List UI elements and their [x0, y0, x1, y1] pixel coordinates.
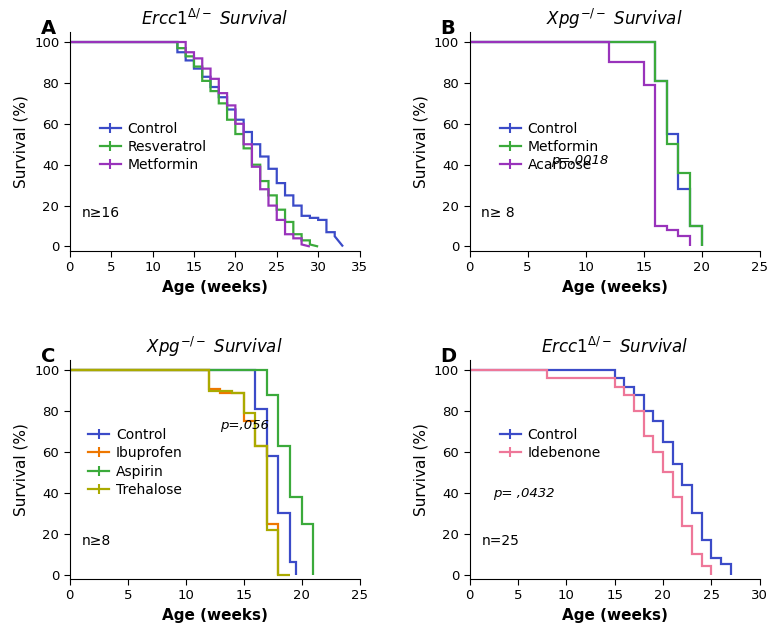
Legend: Control, Ibuprofen, Aspirin, Trehalose: Control, Ibuprofen, Aspirin, Trehalose	[88, 428, 183, 497]
Text: D: D	[441, 347, 456, 366]
Text: p=,0018: p=,0018	[551, 155, 608, 167]
Y-axis label: Survival (%): Survival (%)	[414, 423, 429, 516]
Legend: Control, Metformin, Acarbose: Control, Metformin, Acarbose	[500, 122, 599, 172]
Text: n=25: n=25	[481, 534, 519, 548]
Legend: Control, Resveratrol, Metformin: Control, Resveratrol, Metformin	[100, 122, 207, 172]
Text: n≥ 8: n≥ 8	[481, 206, 515, 220]
Y-axis label: Survival (%): Survival (%)	[13, 95, 29, 188]
Title: $\mathit{Ercc1}^{\Delta/-}$ Survival: $\mathit{Ercc1}^{\Delta/-}$ Survival	[541, 337, 688, 357]
Text: p=,056: p=,056	[220, 419, 270, 432]
X-axis label: Age (weeks): Age (weeks)	[562, 280, 667, 294]
Title: $\mathit{Ercc1}^{\Delta/-}$ Survival: $\mathit{Ercc1}^{\Delta/-}$ Survival	[141, 9, 288, 29]
Y-axis label: Survival (%): Survival (%)	[13, 423, 29, 516]
Text: B: B	[441, 18, 456, 38]
Text: A: A	[41, 18, 56, 38]
Text: C: C	[41, 347, 55, 366]
Title: $\mathit{Xpg}^{-/-}$ Survival: $\mathit{Xpg}^{-/-}$ Survival	[546, 7, 683, 31]
Text: p= ,0432: p= ,0432	[493, 487, 554, 500]
Text: n≥16: n≥16	[81, 206, 119, 220]
Title: $\mathit{Xpg}^{-/-}$ Survival: $\mathit{Xpg}^{-/-}$ Survival	[146, 335, 283, 359]
Y-axis label: Survival (%): Survival (%)	[414, 95, 429, 188]
Legend: Control, Idebenone: Control, Idebenone	[500, 428, 601, 460]
X-axis label: Age (weeks): Age (weeks)	[162, 608, 267, 623]
X-axis label: Age (weeks): Age (weeks)	[562, 608, 667, 623]
X-axis label: Age (weeks): Age (weeks)	[162, 280, 267, 294]
Text: n≥8: n≥8	[81, 534, 111, 548]
